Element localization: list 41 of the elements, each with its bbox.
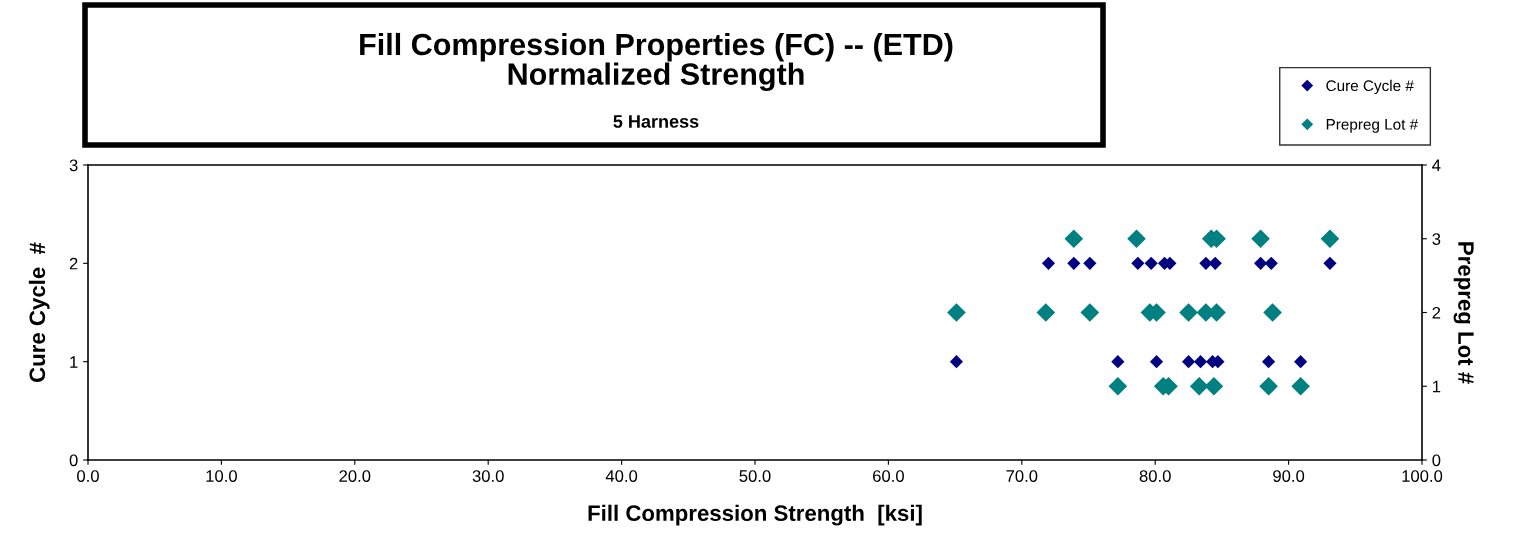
y2-tick-label: 4 [1432, 159, 1441, 172]
x-tick-label: 60.0 [873, 470, 904, 482]
point [1259, 376, 1278, 396]
x-tick-label: 40.0 [605, 470, 638, 482]
x-tick-label: 30.0 [472, 470, 504, 482]
y-axis-title: Cure Cycle # [28, 242, 50, 382]
x-tick-label: 90.0 [1273, 470, 1305, 482]
y-tick-label: 3 [69, 159, 78, 172]
point [1108, 376, 1128, 396]
point [1251, 229, 1270, 249]
y2-tick-label: 3 [1432, 233, 1441, 245]
point [1320, 229, 1340, 249]
y-tick-label: 2 [69, 257, 78, 270]
x-tick-label: 20.0 [339, 470, 371, 482]
x-tick-label: 100.0 [1402, 470, 1443, 482]
y2-tick-label: 2 [1432, 306, 1441, 319]
x-tick-label: 10.0 [206, 470, 237, 482]
x-tick-label: 0.0 [77, 470, 99, 482]
point [1263, 303, 1282, 322]
y2-tick-label: 1 [1432, 380, 1441, 393]
legend-label: Cure Cycle # [1326, 79, 1414, 95]
point [1204, 376, 1224, 396]
legend-label: Prepreg Lot # [1326, 119, 1419, 133]
point [1080, 303, 1100, 322]
point [1291, 376, 1310, 396]
point [1179, 303, 1198, 322]
point [1064, 229, 1084, 249]
chart-subtitle: 5 Harness [613, 115, 699, 128]
point [1127, 229, 1146, 249]
point [947, 303, 966, 322]
x-tick-label: 80.0 [1139, 470, 1171, 482]
y2-axis-title: Prepreg Lot # [1453, 242, 1474, 384]
chart-title: Fill Compression Properties (FC) -- (ETD) Normalized Strength [360, 32, 953, 92]
x-tick-label: 70.0 [1006, 470, 1038, 482]
x-tick-label: 50.0 [739, 470, 771, 482]
y-tick-label: 0 [69, 454, 78, 467]
point [1036, 303, 1056, 322]
x-axis-title: Fill Compression Strength [ksi] [588, 504, 922, 526]
point [1189, 376, 1209, 396]
y2-tick-label: 0 [1432, 454, 1441, 467]
y-tick-label: 1 [70, 356, 78, 368]
